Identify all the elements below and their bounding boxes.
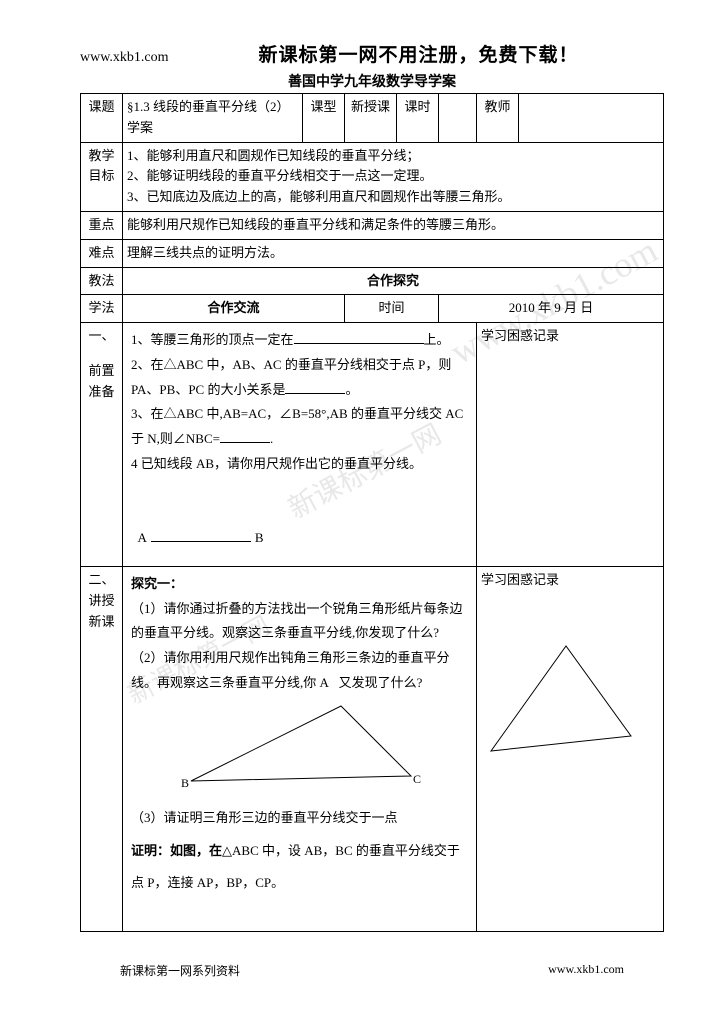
segment-b: B: [255, 530, 264, 545]
goal-content: 1、能够利用直尺和圆规作已知线段的垂直平分线； 2、能够证明线段的垂直平分线相交…: [123, 142, 664, 211]
difficulty-content: 理解三线共点的证明方法。: [123, 239, 664, 267]
section1-content: 1、等腰三角形的顶点一定在 上。 2、在△ABC 中，AB、AC 的垂直平分线相交…: [123, 323, 477, 567]
header-title: 新课标第一网不用注册，免费下载！: [259, 40, 579, 67]
section1-notes: 学习困惑记录: [477, 323, 664, 567]
lesson-table: 课题 §1.3 线段的垂直平分线（2）学案 课型 新授课 课时 教师 教学目标 …: [80, 93, 664, 932]
header-url: www.xkb1.com: [80, 50, 169, 66]
explore-p3: （3）请证明三角形三边的垂直平分线交于一点: [131, 806, 468, 831]
label-difficulty: 难点: [81, 239, 123, 267]
q4: 4 已知线段 AB，请你用尺规作出它的垂直平分线。: [131, 452, 468, 477]
proof-line2: 点 P，连接 AP，BP，CP。: [131, 871, 468, 896]
q3: 3、在△ABC 中,AB=AC，∠B=58°,AB 的垂直平分线交 AC于 N,…: [131, 402, 468, 451]
section1-label-2: 前置: [85, 361, 118, 382]
q3-text: 3、在△ABC 中,AB=AC，∠B=58°,AB 的垂直平分线交 AC于 N,…: [131, 406, 463, 446]
section2-notes: 学习困惑记录: [477, 566, 664, 931]
triangle-small-icon: [481, 631, 641, 761]
label-section1: 一、 前置 准备: [81, 323, 123, 567]
label-topic: 课题: [81, 94, 123, 143]
triangle-abc-icon: B C: [161, 701, 421, 791]
label-time: 时间: [345, 295, 439, 323]
section2-label-3: 新课: [85, 612, 118, 633]
q1-post: 上。: [424, 332, 450, 347]
goal-line2: 2、能够证明线段的垂直平分线相交于一点这一定理。: [127, 166, 659, 187]
label-keypoint: 重点: [81, 211, 123, 239]
section1-label-3: 准备: [85, 382, 118, 403]
section2-content: 探究一： （1）请你通过折叠的方法找出一个锐角三角形纸片每条边的垂直平分线。观察…: [123, 566, 477, 931]
explore-title: 探究一：: [131, 572, 468, 597]
segment-a: A: [138, 530, 147, 545]
q1-pre: 1、等腰三角形的顶点一定在: [131, 332, 294, 347]
segment-ab: AB: [131, 526, 468, 551]
label-section2: 二、 讲授 新课: [81, 566, 123, 931]
subtitle: 善国中学九年级数学导学案: [80, 71, 664, 91]
footer: 新课标第一网系列资料 www.xkb1.com: [80, 962, 664, 979]
q1-blank: [294, 331, 424, 344]
q3-blank: [220, 430, 270, 443]
section1-note-label: 学习困惑记录: [481, 326, 659, 347]
studymethod-value: 合作交流: [123, 295, 345, 323]
explore-p2: （2）请你用利用尺规作出钝角三角形三条边的垂直平分线。再观察这三条垂直平分线,你…: [131, 646, 468, 695]
keypoint-content: 能够利用尺规作已知线段的垂直平分线和满足条件的等腰三角形。: [123, 211, 664, 239]
label-studymethod: 学法: [81, 295, 123, 323]
tri-label-c: C: [413, 772, 421, 786]
q3-post: .: [270, 431, 273, 446]
section1-label-1: 一、: [85, 326, 118, 347]
label-goal: 教学目标: [81, 142, 123, 211]
section2-label-2: 讲授: [85, 591, 118, 612]
goal-line1: 1、能够利用直尺和圆规作已知线段的垂直平分线；: [127, 146, 659, 167]
q2-blank: [285, 381, 345, 394]
q1: 1、等腰三角形的顶点一定在 上。: [131, 328, 468, 353]
label-period: 课时: [397, 94, 439, 143]
label-teachmethod: 教法: [81, 267, 123, 295]
label-ktype: 课型: [303, 94, 345, 143]
period-value: [439, 94, 477, 143]
explore-p1: （1）请你通过折叠的方法找出一个锐角三角形纸片每条边的垂直平分线。观察这三条垂直…: [131, 597, 468, 646]
segment-line: [151, 541, 251, 542]
proof-label: 证明：如图，在: [131, 843, 222, 858]
footer-right: www.xkb1.com: [548, 962, 624, 979]
goal-line3: 3、已知底边及底边上的高，能够利用直尺和圆规作出等腰三角形。: [127, 187, 659, 208]
p2-post: 又发现了什么?: [339, 675, 423, 690]
ktype-value: 新授课: [345, 94, 397, 143]
q2-post: 。: [345, 382, 358, 397]
section2-label-1: 二、: [85, 570, 118, 591]
label-teacher: 教师: [477, 94, 519, 143]
footer-left: 新课标第一网系列资料: [120, 962, 240, 979]
q2: 2、在△ABC 中，AB、AC 的垂直平分线相交于点 P，则PA、PB、PC 的…: [131, 353, 468, 402]
proof-t1: △ABC 中，设 AB，BC 的垂直平分线交于: [222, 843, 460, 858]
teachmethod-content: 合作探究: [123, 267, 664, 295]
p2-a: A: [320, 675, 329, 690]
teacher-value: [519, 94, 664, 143]
section2-note-label: 学习困惑记录: [481, 570, 659, 591]
time-value: 2010 年 9 月 日: [439, 295, 664, 323]
proof-line1: 证明：如图，在△ABC 中，设 AB，BC 的垂直平分线交于: [131, 839, 468, 864]
tri-label-b: B: [181, 776, 189, 790]
topic-content: §1.3 线段的垂直平分线（2）学案: [123, 94, 303, 143]
